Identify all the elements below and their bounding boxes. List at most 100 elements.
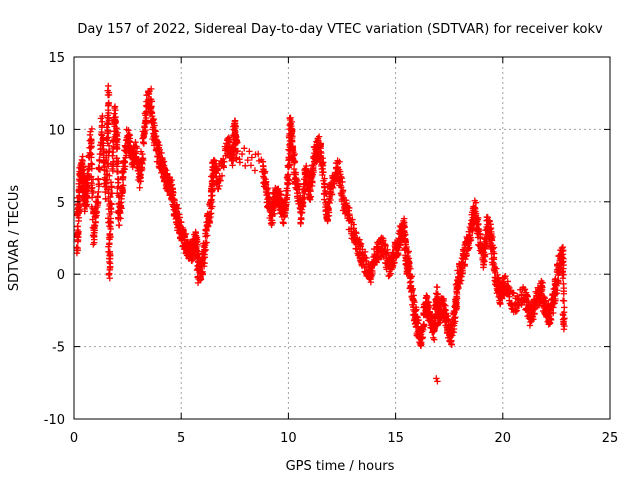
data-point	[73, 249, 81, 257]
data-point	[104, 121, 112, 128]
data-point	[122, 154, 129, 161]
data-point	[106, 275, 113, 282]
data-point	[199, 270, 207, 277]
data-point	[176, 214, 183, 221]
data-point	[99, 118, 106, 126]
data-point	[433, 375, 440, 382]
data-point	[92, 219, 99, 226]
data-point	[98, 128, 105, 136]
data-point	[173, 201, 181, 208]
data-point	[561, 315, 568, 322]
data-point	[285, 176, 293, 184]
data-point	[291, 150, 298, 158]
data-point	[137, 171, 144, 179]
data-point	[90, 236, 98, 243]
data-point	[119, 174, 127, 182]
data-point	[363, 254, 370, 262]
data-point	[308, 173, 316, 181]
grid-lines	[74, 57, 610, 419]
data-point	[288, 134, 296, 142]
data-point	[194, 253, 201, 261]
data-point	[107, 200, 114, 207]
data-point	[132, 138, 139, 146]
data-point	[334, 164, 341, 171]
y-tick-label: -10	[44, 413, 65, 428]
data-point	[326, 199, 333, 207]
data-point	[115, 221, 123, 229]
data-point	[114, 175, 122, 183]
data-point	[199, 259, 207, 266]
data-point	[350, 221, 357, 228]
data-point	[353, 230, 360, 237]
data-point	[262, 179, 270, 186]
data-point	[149, 112, 156, 120]
plot-frame	[73, 56, 611, 420]
data-point	[178, 219, 185, 226]
data-point	[88, 165, 96, 172]
data-point	[339, 187, 347, 194]
data-point	[202, 246, 209, 254]
data-point	[286, 162, 293, 169]
data-point	[112, 117, 119, 125]
data-point	[145, 89, 152, 96]
data-point	[74, 223, 81, 230]
data-point	[76, 185, 83, 193]
data-point	[195, 248, 202, 255]
data-point	[369, 267, 376, 275]
y-tick-label: 10	[48, 123, 65, 138]
data-point	[108, 183, 115, 190]
data-point	[108, 200, 115, 208]
data-point	[105, 134, 112, 141]
data-point	[87, 150, 95, 158]
y-tick-label: 0	[57, 268, 65, 283]
data-point	[215, 185, 222, 193]
data-point	[208, 192, 215, 200]
data-point	[113, 145, 121, 152]
x-tick-label: 5	[177, 431, 185, 446]
data-point	[79, 174, 87, 182]
data-point	[291, 158, 299, 165]
data-point	[349, 216, 356, 223]
data-point	[271, 210, 278, 218]
x-tick-label: 20	[495, 431, 512, 446]
y-tick-label: 15	[48, 51, 65, 66]
data-point	[141, 130, 148, 138]
x-axis-label: GPS time / hours	[286, 459, 395, 474]
data-point	[280, 220, 287, 227]
data-point	[292, 171, 299, 178]
data-point	[216, 182, 223, 190]
data-point	[298, 206, 305, 213]
data-point	[139, 155, 147, 162]
data-point	[81, 208, 88, 215]
data-point	[213, 166, 221, 174]
data-point	[79, 153, 86, 160]
data-point	[151, 127, 159, 134]
data-point	[168, 181, 176, 188]
data-point	[118, 205, 125, 212]
data-point	[114, 129, 121, 136]
data-point	[88, 143, 95, 151]
data-point	[290, 152, 298, 159]
y-tick-label: -5	[52, 341, 65, 356]
data-point	[105, 142, 113, 149]
data-point	[259, 162, 267, 170]
data-point	[107, 219, 115, 227]
data-point	[96, 150, 104, 158]
data-points	[73, 82, 568, 385]
data-point	[88, 187, 96, 195]
data-point	[260, 167, 268, 175]
data-point	[327, 196, 334, 204]
data-point	[120, 168, 127, 176]
data-point	[202, 240, 209, 247]
data-point	[105, 82, 112, 90]
data-point	[238, 150, 246, 158]
data-point	[293, 176, 300, 183]
data-point	[117, 215, 124, 222]
data-point	[318, 149, 325, 157]
data-point	[241, 145, 248, 152]
data-point	[107, 193, 114, 201]
data-point	[107, 179, 115, 186]
data-point	[285, 171, 292, 178]
data-point	[142, 108, 150, 116]
data-point	[233, 139, 240, 147]
